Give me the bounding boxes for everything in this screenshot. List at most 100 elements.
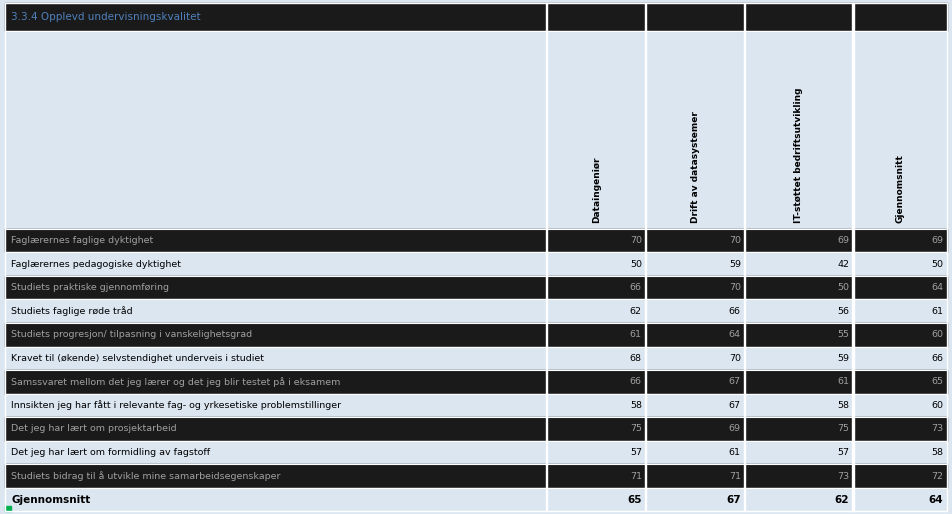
Text: 70: 70 <box>729 283 741 292</box>
Text: 73: 73 <box>931 425 943 433</box>
Bar <box>645 3 646 511</box>
Bar <box>546 370 645 394</box>
Bar <box>744 3 853 31</box>
Text: 75: 75 <box>630 425 642 433</box>
Text: 3.3.4 Opplevd undervisningskvalitet: 3.3.4 Opplevd undervisningskvalitet <box>11 12 201 22</box>
Bar <box>546 488 645 511</box>
Bar <box>645 464 744 488</box>
Text: 50: 50 <box>630 260 642 269</box>
Bar <box>5 488 546 511</box>
Text: 66: 66 <box>729 307 741 316</box>
Bar <box>546 441 645 464</box>
Bar <box>5 346 546 370</box>
Bar <box>853 252 947 276</box>
Bar <box>744 252 853 276</box>
Bar <box>853 464 947 488</box>
Bar <box>744 299 853 323</box>
Bar <box>853 346 947 370</box>
Text: Gjennomsnitt: Gjennomsnitt <box>896 154 904 223</box>
Text: 50: 50 <box>837 283 849 292</box>
Text: 73: 73 <box>837 471 849 481</box>
Bar <box>545 3 547 511</box>
Text: 66: 66 <box>630 377 642 387</box>
Text: Innsikten jeg har fått i relevante fag- og yrkesetiske problemstillinger: Innsikten jeg har fått i relevante fag- … <box>11 400 342 410</box>
Text: 66: 66 <box>630 283 642 292</box>
Text: 59: 59 <box>729 260 741 269</box>
Bar <box>853 229 947 252</box>
Bar <box>5 506 11 511</box>
Text: 59: 59 <box>837 354 849 363</box>
Bar <box>546 346 645 370</box>
Bar <box>546 394 645 417</box>
Bar <box>5 299 546 323</box>
Bar <box>744 229 853 252</box>
Bar <box>744 370 853 394</box>
Text: 67: 67 <box>729 401 741 410</box>
Text: Gjennomsnitt: Gjennomsnitt <box>11 494 90 505</box>
Bar <box>853 299 947 323</box>
Bar <box>744 276 853 299</box>
Text: Studiets praktiske gjennomføring: Studiets praktiske gjennomføring <box>11 283 169 292</box>
Text: 71: 71 <box>729 471 741 481</box>
Text: 66: 66 <box>931 354 943 363</box>
Bar <box>5 229 546 252</box>
Bar <box>744 488 853 511</box>
Text: Samssvaret mellom det jeg lærer og det jeg blir testet på i eksamem: Samssvaret mellom det jeg lærer og det j… <box>11 377 341 387</box>
Text: Faglærernes pedagogiske dyktighet: Faglærernes pedagogiske dyktighet <box>11 260 182 269</box>
Text: 65: 65 <box>931 377 943 387</box>
Bar <box>546 417 645 441</box>
Bar <box>5 3 546 31</box>
Text: 57: 57 <box>630 448 642 457</box>
Text: Kravet til (økende) selvstendighet underveis i studiet: Kravet til (økende) selvstendighet under… <box>11 354 265 363</box>
Text: 50: 50 <box>931 260 943 269</box>
Text: 70: 70 <box>729 236 741 245</box>
Bar <box>645 299 744 323</box>
Bar <box>5 276 546 299</box>
Text: 65: 65 <box>627 494 642 505</box>
Bar <box>744 441 853 464</box>
Text: Dataingeniør: Dataingeniør <box>591 156 601 223</box>
Bar <box>744 346 853 370</box>
Bar <box>645 370 744 394</box>
Text: 71: 71 <box>630 471 642 481</box>
Bar <box>546 229 645 252</box>
Text: Det jeg har lært om prosjektarbeid: Det jeg har lært om prosjektarbeid <box>11 425 177 433</box>
Text: Studiets progresjon/ tilpasning i vanskelighetsgrad: Studiets progresjon/ tilpasning i vanske… <box>11 330 252 339</box>
Bar <box>853 370 947 394</box>
Text: 60: 60 <box>931 401 943 410</box>
Bar <box>853 276 947 299</box>
Bar <box>853 441 947 464</box>
Text: IT-støttet bedriftsutvikling: IT-støttet bedriftsutvikling <box>794 87 803 223</box>
Bar <box>744 323 853 346</box>
Text: 61: 61 <box>837 377 849 387</box>
Text: 42: 42 <box>837 260 849 269</box>
Bar <box>645 394 744 417</box>
Bar <box>5 464 546 488</box>
Bar <box>5 370 546 394</box>
Bar <box>744 417 853 441</box>
Text: 55: 55 <box>837 330 849 339</box>
Text: 67: 67 <box>726 494 741 505</box>
Bar <box>645 323 744 346</box>
Bar <box>5 417 546 441</box>
Text: 64: 64 <box>929 494 943 505</box>
Text: 58: 58 <box>931 448 943 457</box>
Text: 69: 69 <box>837 236 849 245</box>
Bar <box>853 488 947 511</box>
Bar <box>853 31 947 229</box>
Text: Faglærernes faglige dyktighet: Faglærernes faglige dyktighet <box>11 236 153 245</box>
Bar <box>546 299 645 323</box>
Bar <box>645 276 744 299</box>
Bar <box>744 3 745 511</box>
Bar <box>546 276 645 299</box>
Bar <box>546 323 645 346</box>
Text: 56: 56 <box>837 307 849 316</box>
Text: 62: 62 <box>835 494 849 505</box>
Text: 61: 61 <box>931 307 943 316</box>
Text: 75: 75 <box>837 425 849 433</box>
Text: 57: 57 <box>837 448 849 457</box>
Text: 70: 70 <box>630 236 642 245</box>
Bar <box>744 464 853 488</box>
Bar <box>853 417 947 441</box>
Text: 67: 67 <box>729 377 741 387</box>
